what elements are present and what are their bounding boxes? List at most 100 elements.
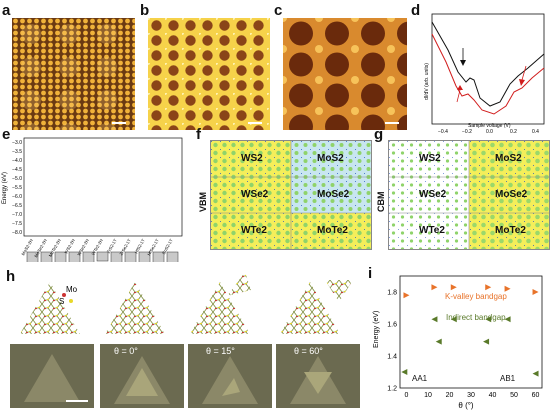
angle-label-60: θ = 60° <box>294 346 323 356</box>
cell-label: WTe2 <box>419 225 445 236</box>
vbm-label: VBM <box>198 192 208 212</box>
svg-text:−6.5: −6.5 <box>12 203 22 209</box>
conduction-bar <box>82 251 95 262</box>
svg-text:−5.0: −5.0 <box>12 176 22 182</box>
conduction-bar <box>166 251 179 262</box>
svg-text:−0.2: −0.2 <box>462 129 472 135</box>
panel-label-a: a <box>2 2 11 19</box>
x-tick-label: 60 <box>532 392 540 399</box>
x-tick-label: 20 <box>446 392 454 399</box>
annotation-ab1: AB1 <box>500 374 516 383</box>
svg-text:−7.0: −7.0 <box>12 212 22 218</box>
annotation-k-valley: K-valley bandgap <box>445 292 507 301</box>
optical-image-60deg: θ = 60° <box>276 344 360 408</box>
annotation-aa1: AA1 <box>412 374 428 383</box>
cell-label: MoTe2 <box>317 225 348 236</box>
cell-label: MoSe2 <box>495 189 528 200</box>
conduction-bar <box>110 251 123 262</box>
data-point <box>450 316 457 323</box>
cbm-orbital-grid: WS2 MoS2 WSe2 MoSe2 WTe2 MoTe2 <box>388 140 550 250</box>
data-point <box>431 316 438 323</box>
svg-text:−7.5: −7.5 <box>12 221 22 227</box>
data-point <box>504 285 511 292</box>
y-tick-label: 1.8 <box>387 290 397 297</box>
svg-text:−8.0: −8.0 <box>12 230 22 236</box>
conduction-bar <box>54 251 67 262</box>
sts-spectra-plot: −0.4 −0.2 0.0 0.2 0.4 Sample voltage (V)… <box>424 13 545 135</box>
axis-label-x: θ (°) <box>458 401 474 410</box>
y-tick-label: 1.6 <box>387 322 397 329</box>
vbm-orbital-grid: WS2 MoS2 WSe2 MoSe2 WTe2 MoTe2 <box>210 140 372 250</box>
scale-bar <box>248 122 262 124</box>
x-tick-label: 10 <box>424 392 432 399</box>
conduction-bar <box>124 251 137 262</box>
svg-text:−4.5: −4.5 <box>12 167 22 173</box>
svg-text:−3.0: −3.0 <box>12 140 22 146</box>
conduction-bar <box>40 251 53 262</box>
cell-label: WSe2 <box>241 189 269 200</box>
conduction-bar <box>26 251 39 262</box>
bandgap-vs-angle-chart: 1.2 1.4 1.6 1.8 0 10 20 30 40 50 60 Energy (eV) θ… <box>373 275 543 410</box>
mo-label: Mo <box>66 285 78 294</box>
axis-label-y: Energy (eV) <box>2 172 8 204</box>
data-point <box>485 316 492 323</box>
x-tick-label: 40 <box>489 392 497 399</box>
panel-label-b: b <box>140 2 150 19</box>
y-tick-label: 1.2 <box>387 386 397 393</box>
panel-label-h: h <box>6 268 16 285</box>
svg-text:−0.4: −0.4 <box>438 129 448 135</box>
annotation-indirect: Indirect bandgap <box>446 313 506 322</box>
data-point <box>401 369 408 375</box>
conduction-bar <box>96 251 109 262</box>
data-point <box>450 284 457 291</box>
cell-label: MoS2 <box>495 153 522 164</box>
data-point <box>504 316 511 323</box>
panel-label-g: g <box>374 126 384 143</box>
stacking-schematics: Mo S <box>20 272 353 334</box>
axis-label-y: dI/dV (arb. units) <box>424 63 430 100</box>
conduction-bar <box>152 251 165 262</box>
cell-label: WTe2 <box>241 225 267 236</box>
scale-bar <box>112 122 126 124</box>
svg-text:−4.0: −4.0 <box>12 158 22 164</box>
panel-label-i: i <box>368 265 373 282</box>
x-tick-label: 0 <box>405 392 409 399</box>
x-tick-label: 30 <box>467 392 475 399</box>
data-point <box>485 284 492 291</box>
optical-image-single <box>10 344 94 408</box>
cell-label: WS2 <box>241 153 263 164</box>
scale-bar <box>66 400 88 402</box>
s-label: S <box>59 297 64 306</box>
svg-text:−6.0: −6.0 <box>12 194 22 200</box>
optical-image-0deg: θ = 0° <box>100 344 184 408</box>
stm-image-moire-b <box>148 18 270 130</box>
data-point <box>532 289 539 295</box>
stm-image-atomic-lattice <box>12 18 135 130</box>
cell-label: WS2 <box>419 153 441 164</box>
angle-label-15: θ = 15° <box>206 346 235 356</box>
data-point <box>431 284 438 291</box>
y-tick-label: 1.4 <box>387 354 397 361</box>
svg-text:0.0: 0.0 <box>486 129 493 135</box>
svg-text:0.2: 0.2 <box>510 129 517 135</box>
cbm-label: CBM <box>376 191 386 213</box>
cell-label: MoSe2 <box>317 189 350 200</box>
svg-text:0.4: 0.4 <box>532 129 539 135</box>
cell-label: MoS2 <box>317 153 344 164</box>
data-point <box>483 338 490 345</box>
material-label: ZrS2-1T <box>106 238 118 254</box>
panel-label-d: d <box>411 2 421 19</box>
cell-label: WSe2 <box>419 189 447 200</box>
band-alignment-chart: Energy (eV) −3.0 −3.5 −4.0 −4.5 −5.0 −5.… <box>2 137 183 262</box>
angle-label-0: θ = 0° <box>114 346 138 356</box>
panel-label-e: e <box>2 126 11 143</box>
panel-label-c: c <box>274 2 283 19</box>
conduction-bar <box>138 251 151 262</box>
optical-image-15deg: θ = 15° <box>188 344 272 408</box>
svg-text:−3.5: −3.5 <box>12 149 22 155</box>
panel-label-f: f <box>196 126 201 143</box>
data-point <box>435 338 442 345</box>
stm-image-moire-c <box>283 18 407 130</box>
data-point <box>532 370 539 377</box>
axis-label-y: Energy (eV) <box>373 311 380 348</box>
